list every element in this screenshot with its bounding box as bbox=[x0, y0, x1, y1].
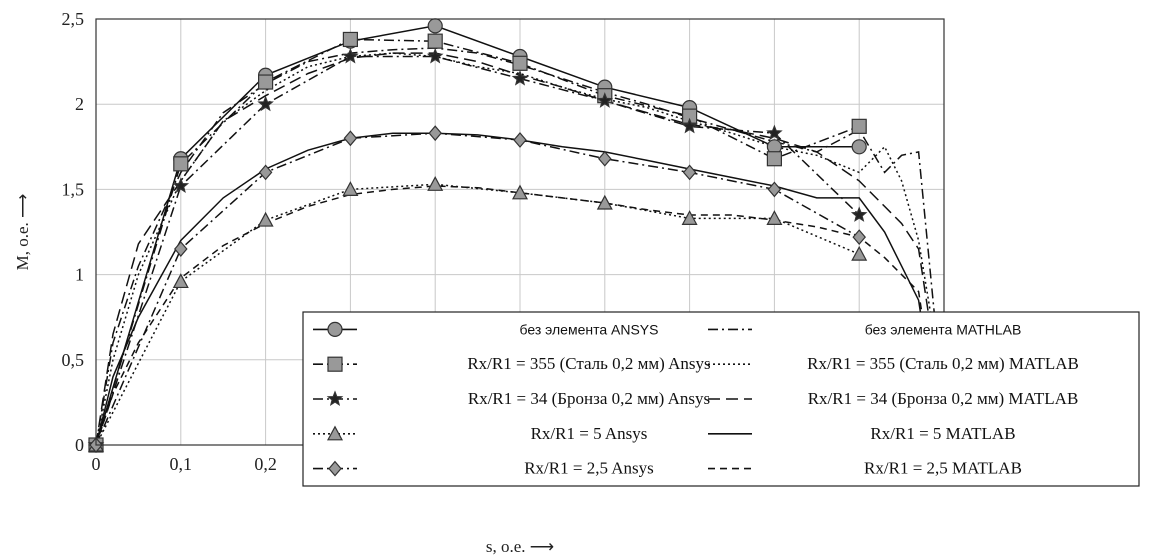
data-point-4 bbox=[258, 164, 273, 181]
y-tick-label: 0,5 bbox=[62, 350, 85, 370]
data-point-0 bbox=[427, 18, 443, 34]
data-point-2 bbox=[511, 69, 529, 86]
series-line-4 bbox=[95, 132, 860, 446]
data-point-4 bbox=[682, 164, 697, 181]
data-point-4 bbox=[767, 181, 782, 198]
data-point-2 bbox=[172, 177, 190, 194]
legend-marker bbox=[326, 425, 344, 441]
data-point-2 bbox=[426, 47, 444, 64]
data-point-2 bbox=[681, 117, 698, 134]
series-line-8 bbox=[95, 132, 937, 446]
data-point-2 bbox=[850, 206, 868, 222]
y-tick-label: 1 bbox=[75, 265, 84, 285]
data-point-3 bbox=[851, 245, 868, 261]
series-line-5 bbox=[95, 47, 937, 446]
data-point-2 bbox=[766, 124, 783, 141]
legend-label: Rx/R1 = 34 (Бронза 0,2 мм) Ansys bbox=[468, 389, 710, 408]
data-point-1 bbox=[173, 156, 189, 172]
data-point-3 bbox=[427, 176, 444, 191]
legend-label: Rx/R1 = 2,5 Ansys bbox=[524, 459, 654, 478]
data-point-2 bbox=[342, 47, 359, 64]
legend-marker bbox=[326, 390, 344, 407]
y-axis-label: M, о.е. ⟶ bbox=[13, 194, 32, 271]
data-point-4 bbox=[513, 132, 527, 148]
data-point-1 bbox=[427, 33, 443, 49]
legend: без элемента ANSYS без элемента MATHLAB Rx… bbox=[302, 311, 1140, 487]
data-point-3 bbox=[342, 181, 359, 196]
series-line-7 bbox=[95, 52, 937, 446]
y-tick-label: 0 bbox=[75, 435, 84, 455]
data-point-2 bbox=[257, 95, 274, 112]
series-line-9 bbox=[95, 185, 937, 446]
legend-marker bbox=[328, 460, 342, 477]
series-line-6 bbox=[95, 52, 937, 446]
x-axis-label: s, о.е. ⟶ bbox=[486, 537, 554, 556]
series-line-1 bbox=[95, 38, 860, 446]
legend-label: без элемента ANSYS bbox=[520, 321, 659, 337]
legend-label: Rx/R1 = 355 (Сталь 0,2 мм) Ansys bbox=[467, 354, 710, 373]
data-point-3 bbox=[172, 273, 189, 289]
data-point-3 bbox=[766, 210, 783, 225]
y-tick-label: 2 bbox=[75, 94, 84, 114]
series-line-0 bbox=[95, 25, 860, 446]
legend-label: без элемента MATHLAB bbox=[865, 321, 1022, 337]
series-lines bbox=[95, 25, 937, 446]
legend-label: Rx/R1 = 2,5 MATLAB bbox=[864, 459, 1022, 478]
x-tick-label: 0,1 bbox=[170, 454, 193, 474]
legend-label: Rx/R1 = 355 (Сталь 0,2 мм) MATLAB bbox=[807, 354, 1079, 373]
data-point-4 bbox=[343, 130, 358, 147]
data-point-4 bbox=[174, 241, 188, 257]
data-point-0 bbox=[851, 139, 867, 155]
series-line-3 bbox=[95, 183, 860, 446]
data-point-1 bbox=[258, 74, 274, 90]
legend-label: Rx/R1 = 34 (Бронза 0,2 мм) MATLAB bbox=[808, 389, 1079, 408]
y-tick-label: 2,5 bbox=[62, 9, 85, 29]
data-point-4 bbox=[428, 125, 442, 142]
data-point-1 bbox=[512, 55, 528, 71]
series-markers bbox=[87, 18, 868, 453]
legend-label: Rx/R1 = 5 Ansys bbox=[531, 424, 648, 443]
data-point-1 bbox=[766, 151, 783, 167]
legend-box bbox=[302, 311, 1140, 487]
x-tick-label: 0 bbox=[92, 454, 101, 474]
data-point-4 bbox=[598, 150, 612, 167]
data-point-4 bbox=[852, 229, 866, 246]
data-point-1 bbox=[342, 31, 358, 48]
data-point-3 bbox=[511, 184, 529, 200]
y-tick-label: 1,5 bbox=[62, 179, 85, 199]
data-point-3 bbox=[596, 194, 613, 210]
data-point-2 bbox=[596, 92, 614, 108]
legend-label: Rx/R1 = 5 MATLAB bbox=[870, 424, 1015, 443]
data-point-1 bbox=[851, 118, 867, 134]
data-point-3 bbox=[681, 210, 698, 225]
legend-marker bbox=[327, 321, 343, 337]
legend-marker bbox=[327, 356, 343, 372]
data-point-3 bbox=[257, 211, 274, 227]
x-tick-label: 0,2 bbox=[254, 454, 277, 474]
